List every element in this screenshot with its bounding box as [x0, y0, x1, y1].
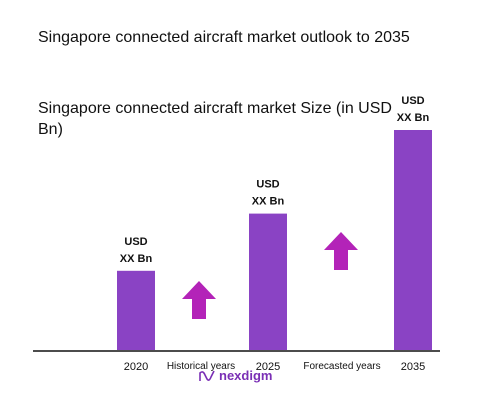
nexdigm-logo-text: nexdigm — [219, 368, 273, 383]
bar-label-2035-line1: USD — [401, 95, 424, 107]
growth-arrow-2-icon — [324, 232, 358, 270]
bar-2035 — [394, 130, 432, 350]
period-label-1: Historical years — [167, 361, 235, 372]
bar-label-2035-line2: XX Bn — [397, 112, 430, 124]
chart-title: Singapore connected aircraft market outl… — [38, 29, 410, 46]
growth-arrow-1-icon — [182, 281, 216, 319]
x-tick-2020: 2020 — [124, 361, 148, 373]
bar-label-2020-line2: XX Bn — [120, 253, 153, 265]
bar-label-2020-line1: USD — [124, 236, 147, 248]
chart-subtitle: Singapore connected aircraft market Size… — [38, 100, 392, 138]
nexdigm-logo: nexdigm — [199, 368, 272, 383]
nexdigm-logo-icon — [199, 370, 215, 381]
x-tick-2025: 2025 — [256, 361, 280, 373]
bar-label-2025-line2: XX Bn — [252, 196, 285, 208]
bar-label-2025-line1: USD — [256, 179, 279, 191]
x-tick-2035: 2035 — [401, 361, 425, 373]
period-label-2: Forecasted years — [303, 361, 380, 372]
bar-2025 — [249, 213, 287, 350]
bar-2020 — [117, 270, 155, 350]
